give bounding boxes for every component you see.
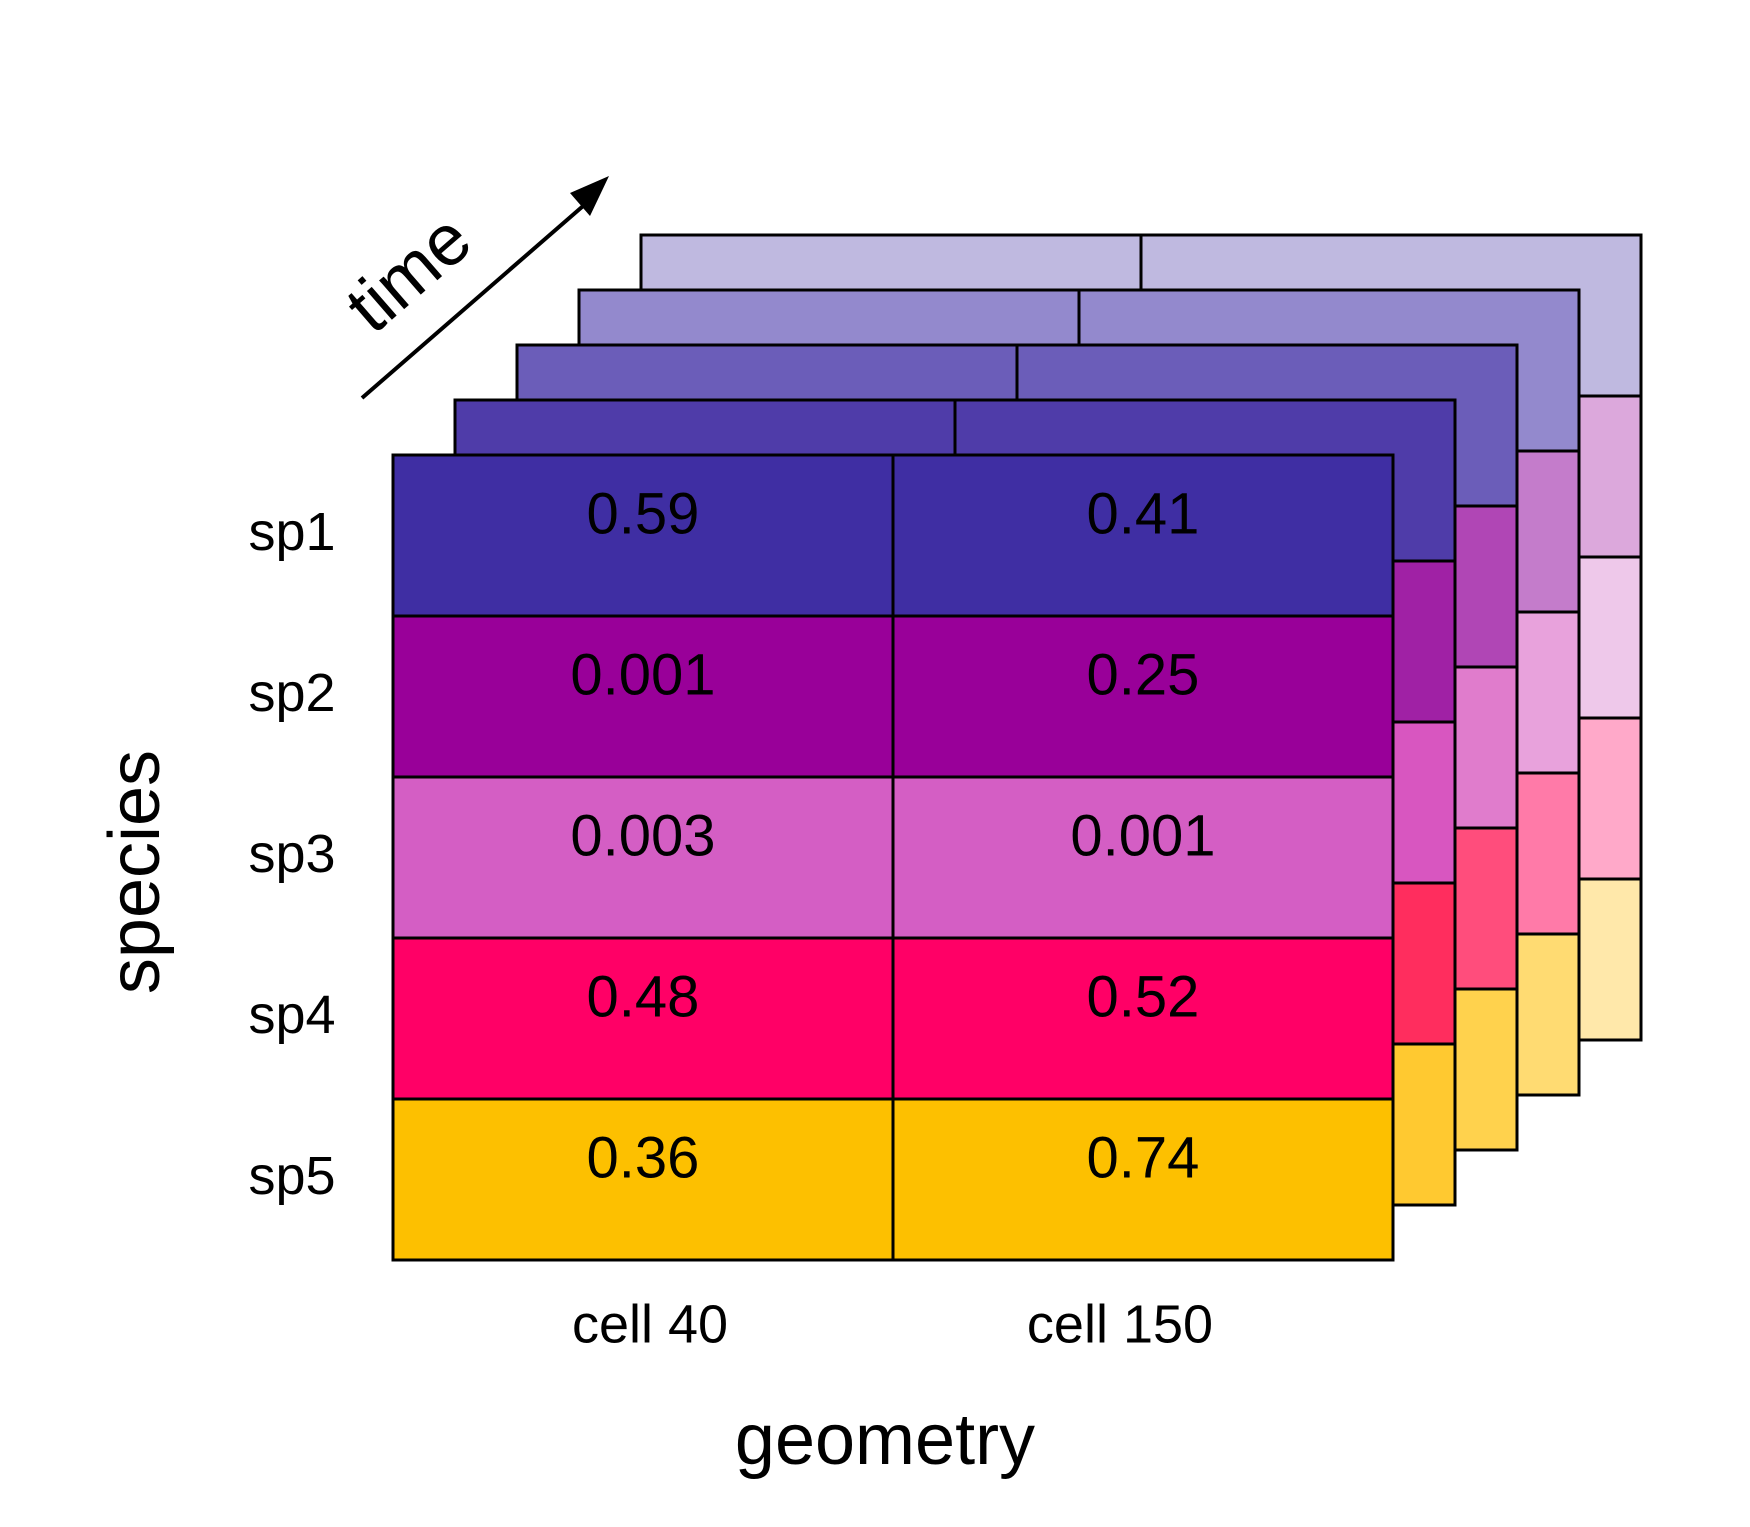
row-label: sp2 [248,663,335,723]
column-label: cell 40 [572,1294,728,1354]
front-grid: 0.59 0.41 0.001 0.25 0.003 0.001 0.48 0.52 0.36 0… [391,453,1395,1262]
column-label: cell 150 [1027,1294,1213,1354]
row-label: sp3 [248,824,335,884]
row-label: sp5 [248,1146,335,1206]
cell-value: 0.74 [1087,1125,1200,1190]
time-axis-label: time [331,198,486,348]
cell-value: 0.25 [1087,642,1200,707]
matrix-cell [391,936,895,1101]
matrix-cell [891,775,1395,940]
matrix-cell [891,614,1395,779]
cell-value: 0.36 [587,1125,700,1190]
cell-value: 0.52 [1087,964,1200,1029]
matrix-cell [891,936,1395,1101]
geometry-axis-label: geometry [735,1400,1035,1480]
cell-value: 0.003 [570,803,715,868]
cell-value: 0.59 [587,481,700,546]
cell-value: 0.48 [587,964,700,1029]
cell-value: 0.001 [570,642,715,707]
cell-value: 0.41 [1087,481,1200,546]
cell-value: 0.001 [1070,803,1215,868]
time-axis-arrow-shaft [360,198,592,400]
matrix-cell [391,775,895,940]
time-axis-arrow-head [570,176,609,216]
species-axis-label: species [95,750,175,994]
row-label: sp4 [248,985,335,1045]
row-labels: sp1 sp2 sp3 sp4 sp5 [248,502,335,1206]
matrix-cell [891,453,1395,618]
column-labels: cell 40 cell 150 [572,1294,1213,1354]
row-label: sp1 [248,502,335,562]
matrix-cell [391,1097,895,1262]
matrix-cell [891,1097,1395,1262]
matrix-cell [391,614,895,779]
